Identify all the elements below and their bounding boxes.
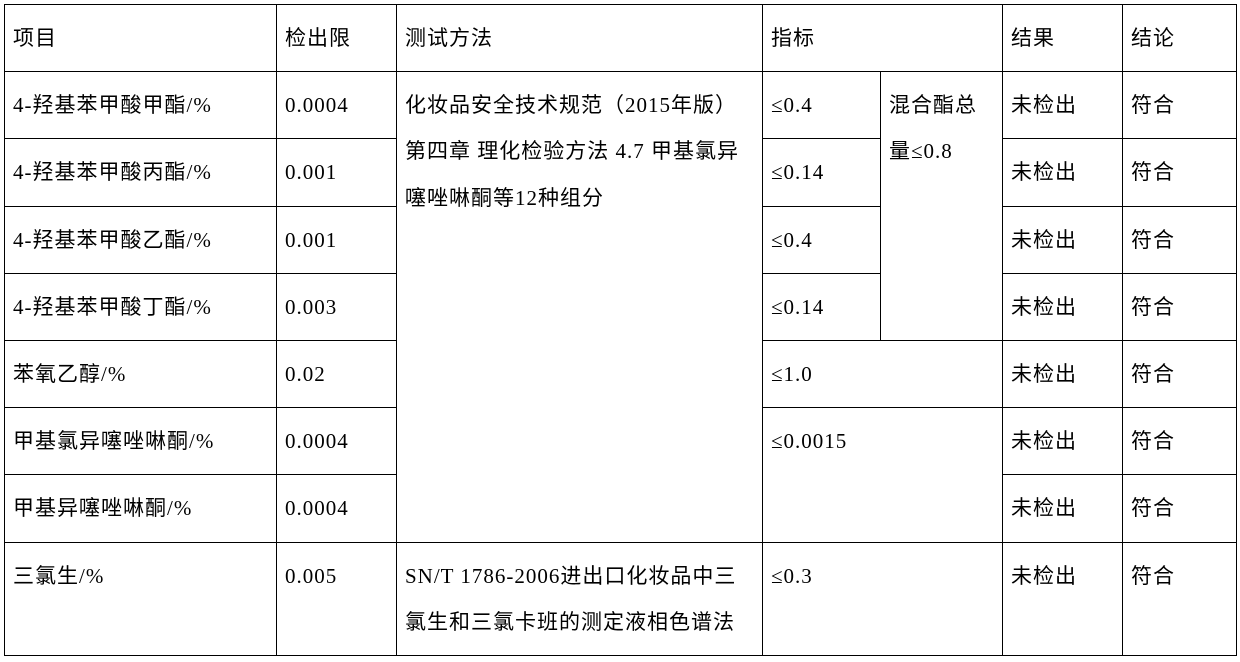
cell-spec: ≤0.3	[763, 542, 1003, 655]
header-result: 结果	[1003, 5, 1123, 72]
cell-result: 未检出	[1003, 475, 1123, 542]
cell-spec: ≤0.14	[763, 273, 881, 340]
cell-conclusion: 符合	[1123, 273, 1237, 340]
cell-result: 未检出	[1003, 340, 1123, 407]
cell-conclusion: 符合	[1123, 475, 1237, 542]
table-row: 4-羟基苯甲酸甲酯/% 0.0004 化妆品安全技术规范（2015年版） 第四章…	[5, 72, 1237, 139]
cell-conclusion: 符合	[1123, 542, 1237, 655]
cell-limit: 0.0004	[277, 408, 397, 475]
cell-limit: 0.0004	[277, 72, 397, 139]
cell-project: 4-羟基苯甲酸乙酯/%	[5, 206, 277, 273]
cell-conclusion: 符合	[1123, 408, 1237, 475]
cell-result: 未检出	[1003, 139, 1123, 206]
cell-conclusion: 符合	[1123, 340, 1237, 407]
cell-method: 化妆品安全技术规范（2015年版） 第四章 理化检验方法 4.7 甲基氯异噻唑啉…	[397, 72, 763, 542]
cell-conclusion: 符合	[1123, 139, 1237, 206]
cell-project: 甲基氯异噻唑啉酮/%	[5, 408, 277, 475]
header-limit: 检出限	[277, 5, 397, 72]
cell-conclusion: 符合	[1123, 206, 1237, 273]
cell-conclusion: 符合	[1123, 72, 1237, 139]
cell-project: 4-羟基苯甲酸甲酯/%	[5, 72, 277, 139]
cell-limit: 0.001	[277, 206, 397, 273]
cell-result: 未检出	[1003, 273, 1123, 340]
cell-project: 4-羟基苯甲酸丙酯/%	[5, 139, 277, 206]
cell-result: 未检出	[1003, 542, 1123, 655]
cell-project: 4-羟基苯甲酸丁酯/%	[5, 273, 277, 340]
table-row: 三氯生/% 0.005 SN/T 1786-2006进出口化妆品中三氯生和三氯卡…	[5, 542, 1237, 655]
cell-limit: 0.005	[277, 542, 397, 655]
header-method: 测试方法	[397, 5, 763, 72]
cell-limit: 0.02	[277, 340, 397, 407]
cell-result: 未检出	[1003, 72, 1123, 139]
cell-result: 未检出	[1003, 206, 1123, 273]
cell-project: 三氯生/%	[5, 542, 277, 655]
header-spec: 指标	[763, 5, 1003, 72]
header-project: 项目	[5, 5, 277, 72]
cell-spec: ≤0.4	[763, 206, 881, 273]
cell-spec: ≤1.0	[763, 340, 1003, 407]
cell-limit: 0.0004	[277, 475, 397, 542]
cell-spec: ≤0.0015	[763, 408, 1003, 542]
cell-method: SN/T 1786-2006进出口化妆品中三氯生和三氯卡班的测定液相色谱法	[397, 542, 763, 655]
spec-table: 项目 检出限 测试方法 指标 结果 结论 4-羟基苯甲酸甲酯/% 0.0004 …	[4, 4, 1237, 656]
table-header-row: 项目 检出限 测试方法 指标 结果 结论	[5, 5, 1237, 72]
cell-limit: 0.003	[277, 273, 397, 340]
cell-result: 未检出	[1003, 408, 1123, 475]
cell-project: 甲基异噻唑啉酮/%	[5, 475, 277, 542]
cell-merged-spec-note: 混合酯总 量≤0.8	[881, 72, 1003, 341]
cell-spec: ≤0.14	[763, 139, 881, 206]
header-conclusion: 结论	[1123, 5, 1237, 72]
cell-spec: ≤0.4	[763, 72, 881, 139]
cell-project: 苯氧乙醇/%	[5, 340, 277, 407]
cell-limit: 0.001	[277, 139, 397, 206]
